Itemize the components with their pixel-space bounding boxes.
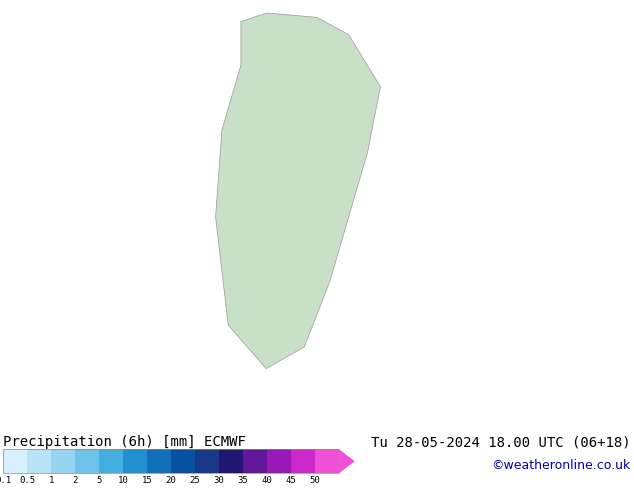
- Bar: [99, 449, 123, 473]
- Text: Precipitation (6h) [mm] ECMWF: Precipitation (6h) [mm] ECMWF: [3, 435, 246, 449]
- Text: 25: 25: [190, 476, 200, 486]
- Text: 0.5: 0.5: [19, 476, 36, 486]
- Text: 40: 40: [262, 476, 273, 486]
- Bar: [267, 449, 291, 473]
- Bar: [27, 449, 51, 473]
- Bar: [123, 449, 147, 473]
- Bar: [75, 449, 99, 473]
- Text: 50: 50: [310, 476, 321, 486]
- Bar: [3, 449, 339, 473]
- Text: 1: 1: [48, 476, 54, 486]
- Text: 5: 5: [96, 476, 102, 486]
- Text: 20: 20: [166, 476, 176, 486]
- Text: 35: 35: [238, 476, 249, 486]
- Text: 0.1: 0.1: [0, 476, 11, 486]
- Text: ©weatheronline.co.uk: ©weatheronline.co.uk: [491, 459, 631, 472]
- Text: Tu 28-05-2024 18.00 UTC (06+18): Tu 28-05-2024 18.00 UTC (06+18): [371, 435, 631, 449]
- Bar: [3, 449, 27, 473]
- Bar: [219, 449, 243, 473]
- Polygon shape: [216, 13, 380, 368]
- Bar: [51, 449, 75, 473]
- Bar: [171, 449, 195, 473]
- Text: 30: 30: [214, 476, 224, 486]
- Text: 45: 45: [286, 476, 297, 486]
- Bar: [315, 449, 339, 473]
- Bar: [147, 449, 171, 473]
- Bar: [195, 449, 219, 473]
- Polygon shape: [339, 449, 355, 473]
- Text: 2: 2: [72, 476, 78, 486]
- Text: 10: 10: [118, 476, 129, 486]
- Bar: [243, 449, 267, 473]
- Bar: [291, 449, 315, 473]
- Text: 15: 15: [142, 476, 153, 486]
